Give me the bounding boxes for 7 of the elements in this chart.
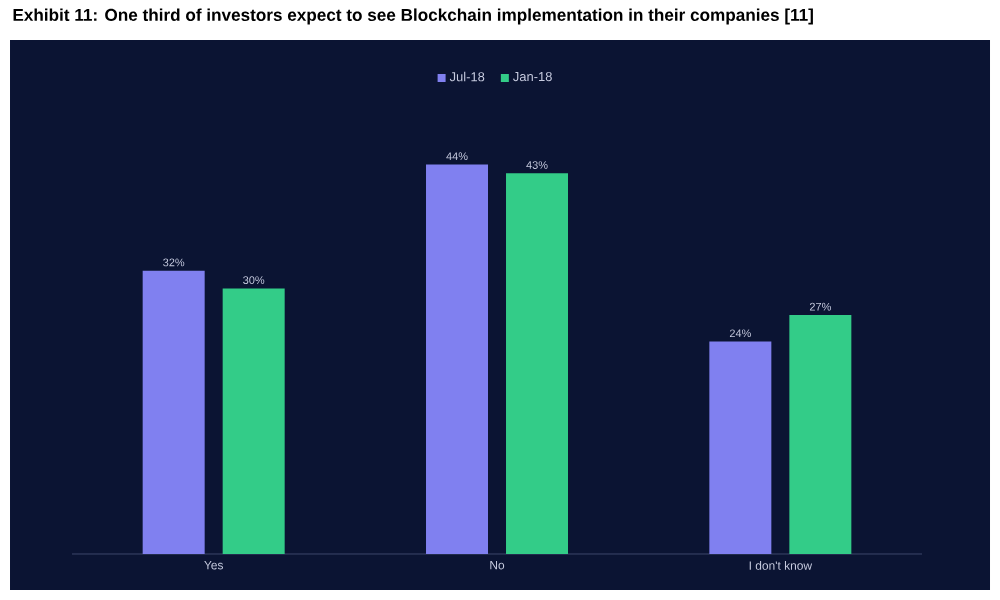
bar	[709, 341, 772, 554]
bar	[142, 270, 205, 554]
bar	[426, 164, 489, 554]
bar	[506, 173, 569, 554]
bar	[222, 288, 285, 554]
bar	[789, 314, 852, 554]
chart-title: Exhibit 11: One third of investors expect to see Blockchain implementation in their companies [11]	[13, 8, 813, 25]
